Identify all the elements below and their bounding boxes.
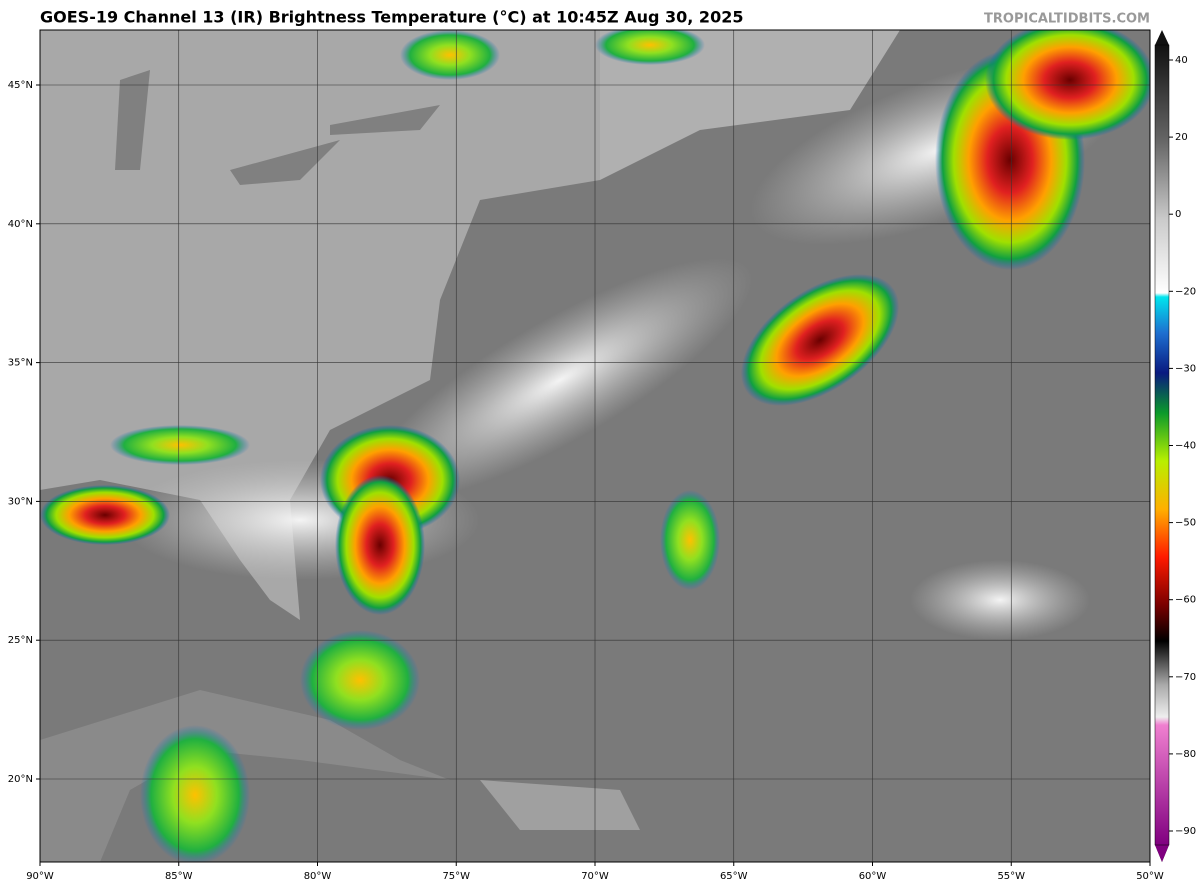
lat-label: 40°N [8, 219, 33, 230]
watermark: TROPICALTIDBITS.COM [984, 12, 1150, 27]
satellite-image [40, 30, 1150, 862]
storm [595, 30, 705, 65]
colorbar-end [1155, 845, 1169, 862]
lat-label: 25°N [8, 635, 33, 646]
storm [740, 274, 900, 406]
colorbar-label: 40 [1175, 55, 1188, 66]
lon-label: 80°W [304, 871, 332, 882]
colorbar-label: −90 [1175, 826, 1196, 837]
storm [40, 485, 170, 545]
cloud [367, 258, 753, 502]
lon-label: 60°W [859, 871, 887, 882]
colorbar-label: 0 [1175, 209, 1181, 220]
lon-label: 65°W [720, 871, 748, 882]
colorbar [1154, 44, 1170, 846]
colorbar-label: −30 [1175, 363, 1196, 374]
storm [110, 425, 250, 465]
colorbar-label: −80 [1175, 749, 1196, 760]
lat-label: 35°N [8, 358, 33, 369]
colorbar-label: −20 [1175, 286, 1196, 297]
cloud [910, 560, 1090, 640]
colorbar-label: −40 [1175, 441, 1196, 452]
land [40, 30, 600, 620]
storm [140, 725, 250, 862]
storm [300, 630, 420, 730]
title: GOES-19 Channel 13 (IR) Brightness Tempe… [40, 8, 743, 27]
land [600, 30, 900, 180]
colorbar-label: −70 [1175, 672, 1196, 683]
colorbar-label: 20 [1175, 132, 1188, 143]
lat-label: 45°N [8, 80, 33, 91]
land [480, 780, 640, 830]
storm [985, 30, 1150, 140]
lon-label: 90°W [26, 871, 54, 882]
lon-label: 55°W [997, 871, 1025, 882]
lon-label: 50°W [1136, 871, 1164, 882]
land [40, 690, 450, 862]
storm [335, 475, 425, 615]
storm [400, 30, 500, 80]
colorbar-label: −50 [1175, 518, 1196, 529]
lat-label: 20°N [8, 774, 33, 785]
colorbar-label: −60 [1175, 595, 1196, 606]
storm [660, 490, 720, 590]
lon-label: 70°W [581, 871, 609, 882]
lon-label: 85°W [165, 871, 193, 882]
lat-label: 30°N [8, 496, 33, 507]
lon-label: 75°W [442, 871, 470, 882]
lakes [115, 70, 440, 185]
